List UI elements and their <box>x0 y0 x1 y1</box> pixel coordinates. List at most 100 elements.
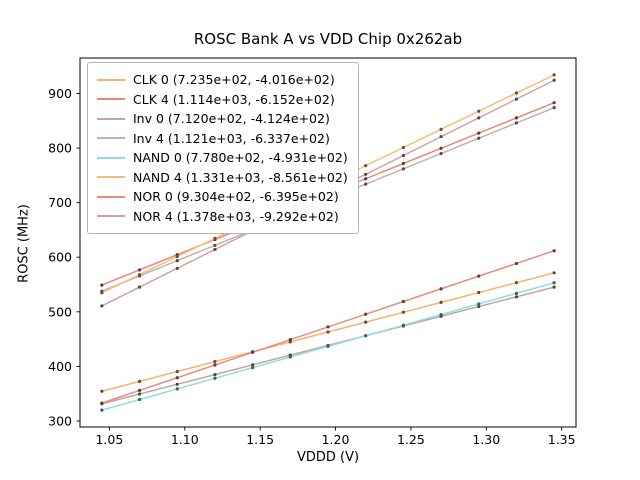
data-point <box>100 304 104 308</box>
legend-line-swatch <box>97 117 125 120</box>
y-tick-label: 900 <box>48 86 72 101</box>
data-point <box>100 283 104 287</box>
data-point <box>213 360 217 364</box>
y-tick-label: 500 <box>48 304 72 319</box>
legend-item-label: NAND 0 (7.780e+02, -4.931e+02) <box>133 150 348 165</box>
data-point <box>213 372 217 377</box>
data-point <box>326 325 330 329</box>
data-point <box>552 285 556 289</box>
legend-line-swatch <box>97 78 125 81</box>
data-point <box>401 310 405 314</box>
data-point <box>364 172 368 176</box>
data-point <box>364 177 368 181</box>
data-point <box>175 382 179 386</box>
data-point <box>175 266 179 270</box>
data-point <box>401 153 405 158</box>
legend-item-label: CLK 0 (7.235e+02, -4.016e+02) <box>133 72 335 87</box>
x-tick-label: 1.30 <box>472 432 500 447</box>
data-point <box>401 161 405 166</box>
data-point <box>477 116 481 120</box>
data-point <box>364 312 368 316</box>
data-point <box>288 355 292 359</box>
legend-line-swatch <box>97 137 125 140</box>
data-point <box>514 295 519 299</box>
axes-frame <box>79 57 577 428</box>
data-point <box>439 300 443 305</box>
data-point <box>100 389 104 393</box>
data-point <box>288 340 292 344</box>
data-point <box>477 131 481 135</box>
data-point <box>552 101 556 105</box>
data-point <box>288 338 292 342</box>
data-point <box>213 363 217 367</box>
data-point <box>514 291 519 295</box>
y-tick-label: 800 <box>48 141 72 156</box>
data-point <box>401 299 405 304</box>
x-tick-label: 1.20 <box>322 432 350 447</box>
x-tick-label: 1.15 <box>246 432 274 447</box>
legend-item-label: Inv 4 (1.121e+03, -6.337e+02) <box>133 130 330 146</box>
data-point <box>439 151 443 156</box>
legend-item: CLK 4 (1.114e+03, -6.152e+02) <box>97 90 348 110</box>
y-tick-label: 600 <box>48 250 72 265</box>
legend-item: NOR 0 (9.304e+02, -6.395e+02) <box>97 187 348 207</box>
y-axis-label: ROSC (MHz) <box>16 204 32 283</box>
data-point <box>552 73 556 77</box>
data-point <box>213 247 217 252</box>
y-tick-label: 300 <box>48 413 72 428</box>
data-point <box>439 135 443 139</box>
legend-item-label: NOR 4 (1.378e+03, -9.292e+02) <box>133 208 339 224</box>
data-point <box>100 291 104 295</box>
chart-title: ROSC Bank A vs VDD Chip 0x262ab <box>193 30 463 48</box>
legend-line-swatch <box>97 176 125 179</box>
data-point <box>137 285 142 289</box>
data-point <box>137 392 142 396</box>
data-point <box>401 145 405 150</box>
data-point <box>439 146 443 150</box>
data-point <box>137 268 142 272</box>
x-tick-label: 1.35 <box>548 432 576 447</box>
x-tick-label: 1.25 <box>397 432 425 447</box>
data-point <box>477 290 481 295</box>
data-point <box>364 182 368 186</box>
legend-item: Inv 4 (1.121e+03, -6.337e+02) <box>97 129 348 149</box>
data-point <box>477 109 481 113</box>
y-tick-label: 400 <box>48 359 72 374</box>
data-point <box>439 287 443 291</box>
data-point <box>477 136 481 140</box>
data-point <box>364 164 368 168</box>
data-point <box>251 366 255 370</box>
legend: CLK 0 (7.235e+02, -4.016e+02) CLK 4 (1.11… <box>87 62 359 234</box>
legend-line-swatch <box>97 156 125 159</box>
data-point <box>175 369 179 374</box>
data-point <box>213 243 217 247</box>
legend-item-label: Inv 0 (7.120e+02, -4.124e+02) <box>133 111 330 126</box>
data-point <box>137 379 142 383</box>
legend-item: NOR 4 (1.378e+03, -9.292e+02) <box>97 207 348 227</box>
legend-line-swatch <box>97 195 125 198</box>
data-point <box>514 116 519 120</box>
x-tick-label: 1.10 <box>171 432 199 447</box>
data-point <box>401 167 405 171</box>
data-point <box>175 376 179 380</box>
data-point <box>477 302 481 306</box>
legend-item: NAND 0 (7.780e+02, -4.931e+02) <box>97 148 348 168</box>
legend-item-label: CLK 4 (1.114e+03, -6.152e+02) <box>133 91 335 107</box>
data-point <box>552 78 556 82</box>
data-point <box>477 274 481 278</box>
x-tick-label: 1.05 <box>95 432 123 447</box>
data-point <box>175 387 179 391</box>
data-point <box>213 376 217 380</box>
legend-line-swatch <box>97 215 125 218</box>
data-point <box>477 304 481 309</box>
legend-item: CLK 0 (7.235e+02, -4.016e+02) <box>97 70 348 90</box>
legend-item-label: NAND 4 (1.331e+03, -8.561e+02) <box>133 169 348 185</box>
data-point <box>100 408 104 412</box>
x-axis-label: VDDD (V) <box>296 450 360 465</box>
data-point <box>326 330 330 334</box>
data-point <box>175 259 179 263</box>
data-point <box>137 273 142 277</box>
data-point <box>137 388 142 393</box>
data-point <box>175 254 179 259</box>
